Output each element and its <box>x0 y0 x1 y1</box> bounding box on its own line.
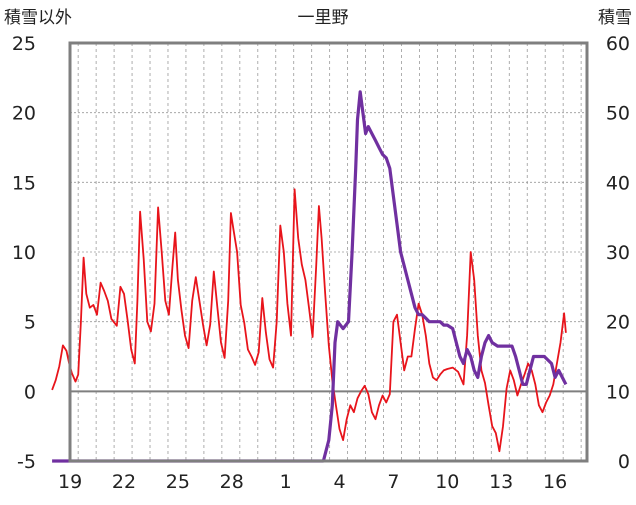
x-tick-label: 25 <box>166 471 190 493</box>
right-tick-label: 60 <box>606 33 630 55</box>
left-tick-label: -5 <box>17 451 36 473</box>
x-tick-label: 16 <box>543 471 567 493</box>
right-tick-label: 40 <box>606 172 630 194</box>
x-tick-label: 4 <box>333 471 345 493</box>
left-tick-label: 5 <box>24 312 36 334</box>
x-tick-label: 10 <box>435 471 459 493</box>
right-tick-label: 20 <box>606 312 630 334</box>
x-tick-label: 7 <box>387 471 399 493</box>
x-tick-label: 13 <box>489 471 513 493</box>
right-tick-label: 0 <box>618 451 630 473</box>
left-tick-label: 15 <box>12 172 36 194</box>
x-tick-label: 19 <box>58 471 82 493</box>
left-tick-label: 20 <box>12 103 36 125</box>
left-tick-label: 0 <box>24 381 36 403</box>
left-tick-label: 25 <box>12 33 36 55</box>
right-tick-label: 10 <box>606 381 630 403</box>
left-axis-title: 積雪以外 <box>4 8 72 28</box>
chart-title: 一里野 <box>298 8 349 28</box>
x-tick-label: 1 <box>280 471 292 493</box>
right-axis-title: 積雪 <box>598 8 632 28</box>
right-tick-label: 30 <box>606 242 630 264</box>
x-tick-label: 22 <box>112 471 136 493</box>
right-tick-label: 50 <box>606 103 630 125</box>
left-tick-label: 10 <box>12 242 36 264</box>
x-tick-label: 28 <box>220 471 244 493</box>
